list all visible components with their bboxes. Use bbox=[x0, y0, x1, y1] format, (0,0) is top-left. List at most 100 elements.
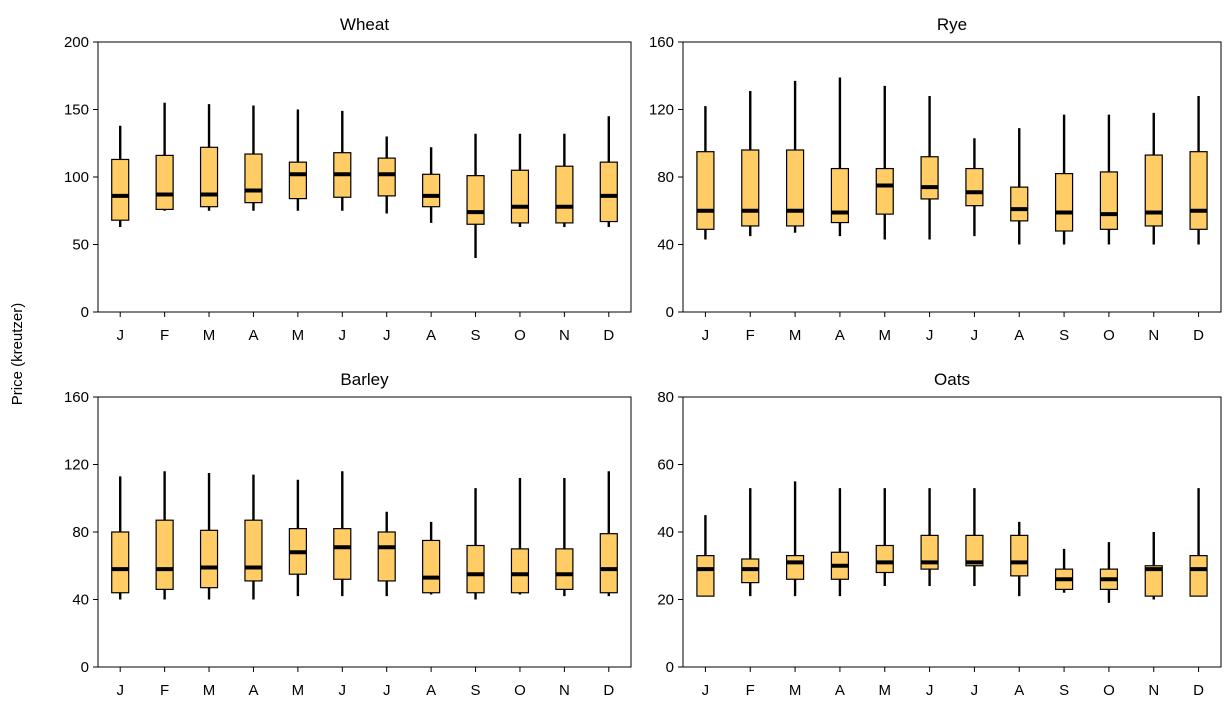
box-rye-5 bbox=[920, 96, 939, 240]
y-tick-label: 100 bbox=[64, 169, 89, 186]
box-wheat-6 bbox=[377, 136, 396, 214]
x-tick-label: O bbox=[1103, 327, 1115, 344]
y-tick-label: 0 bbox=[81, 659, 89, 676]
x-tick-label: D bbox=[1193, 682, 1204, 699]
plot-frame bbox=[97, 41, 632, 313]
x-tick-label: A bbox=[1014, 327, 1024, 344]
x-tick-label: F bbox=[746, 327, 755, 344]
x-tick-label: A bbox=[426, 327, 436, 344]
x-tick-label: A bbox=[835, 682, 845, 699]
y-tick-label: 40 bbox=[657, 237, 674, 254]
iqr-box bbox=[155, 519, 174, 590]
box-barley-2 bbox=[199, 472, 219, 600]
x-tick-label: J bbox=[926, 682, 934, 699]
iqr-box bbox=[965, 167, 984, 207]
iqr-box bbox=[599, 161, 618, 223]
x-tick-label: J bbox=[116, 327, 124, 344]
box-barley-8 bbox=[466, 488, 485, 600]
iqr-box bbox=[875, 544, 894, 574]
x-tick-label: J bbox=[339, 682, 347, 699]
y-tick-label: 80 bbox=[657, 169, 674, 186]
panel-title: Oats bbox=[934, 370, 970, 389]
iqr-box bbox=[155, 154, 174, 210]
y-tick-label: 80 bbox=[72, 524, 89, 541]
iqr-box bbox=[1054, 173, 1074, 232]
x-tick-label: J bbox=[116, 682, 124, 699]
y-tick-label: 120 bbox=[64, 457, 89, 474]
iqr-box bbox=[510, 548, 530, 594]
iqr-box bbox=[1144, 565, 1163, 597]
iqr-box bbox=[1189, 151, 1208, 230]
y-axis-label: Price (kreutzer) bbox=[9, 303, 26, 406]
x-tick-label: J bbox=[383, 682, 391, 699]
iqr-box bbox=[1144, 154, 1163, 227]
box-barley-10 bbox=[555, 478, 574, 597]
box-oats-9 bbox=[1099, 542, 1119, 603]
iqr-box bbox=[422, 173, 441, 208]
box-wheat-2 bbox=[199, 104, 219, 211]
x-tick-label: O bbox=[514, 682, 526, 699]
iqr-box bbox=[111, 158, 130, 221]
iqr-box bbox=[111, 531, 130, 594]
iqr-box bbox=[1010, 186, 1029, 222]
x-tick-label: M bbox=[203, 682, 216, 699]
x-tick-label: N bbox=[1148, 682, 1159, 699]
x-tick-label: J bbox=[926, 327, 934, 344]
box-barley-11 bbox=[599, 471, 618, 597]
iqr-box bbox=[1099, 171, 1119, 230]
box-barley-4 bbox=[288, 479, 307, 597]
plot-frame bbox=[682, 41, 1222, 313]
y-tick-label: 60 bbox=[657, 457, 674, 474]
box-rye-10 bbox=[1144, 112, 1163, 245]
iqr-box bbox=[333, 528, 352, 580]
x-tick-label: O bbox=[514, 327, 526, 344]
x-tick-label: A bbox=[248, 327, 258, 344]
x-tick-label: A bbox=[426, 682, 436, 699]
box-wheat-10 bbox=[555, 133, 574, 227]
box-barley-3 bbox=[244, 474, 263, 600]
plot-frame bbox=[97, 396, 632, 668]
box-rye-2 bbox=[785, 80, 805, 233]
box-wheat-1 bbox=[155, 102, 174, 211]
x-tick-label: S bbox=[1059, 682, 1069, 699]
y-tick-label: 0 bbox=[666, 304, 674, 321]
box-oats-8 bbox=[1054, 548, 1074, 593]
box-rye-3 bbox=[830, 77, 850, 237]
panel-title: Wheat bbox=[340, 15, 389, 34]
box-barley-0 bbox=[111, 476, 130, 600]
x-tick-label: F bbox=[746, 682, 755, 699]
box-oats-3 bbox=[830, 488, 850, 597]
box-barley-9 bbox=[510, 478, 530, 595]
plot-frame bbox=[682, 396, 1222, 668]
box-oats-6 bbox=[965, 488, 984, 586]
iqr-box bbox=[1189, 555, 1208, 597]
x-tick-label: M bbox=[879, 327, 892, 344]
y-tick-label: 40 bbox=[657, 524, 674, 541]
x-tick-label: J bbox=[971, 682, 979, 699]
y-tick-label: 200 bbox=[64, 34, 89, 51]
x-tick-label: F bbox=[160, 327, 169, 344]
iqr-box bbox=[244, 519, 263, 582]
y-tick-label: 160 bbox=[64, 389, 89, 406]
x-tick-label: N bbox=[559, 682, 570, 699]
y-tick-label: 0 bbox=[81, 304, 89, 321]
y-tick-label: 160 bbox=[649, 34, 674, 51]
x-tick-label: J bbox=[702, 327, 710, 344]
box-rye-6 bbox=[965, 138, 984, 237]
x-tick-label: J bbox=[971, 327, 979, 344]
iqr-box bbox=[288, 161, 307, 200]
x-tick-label: A bbox=[248, 682, 258, 699]
iqr-box bbox=[377, 531, 396, 582]
x-tick-label: O bbox=[1103, 682, 1115, 699]
panel-title: Barley bbox=[340, 370, 389, 389]
box-oats-11 bbox=[1189, 488, 1208, 597]
x-tick-label: M bbox=[789, 682, 802, 699]
x-tick-label: J bbox=[339, 327, 347, 344]
box-barley-6 bbox=[377, 511, 396, 597]
x-tick-label: M bbox=[879, 682, 892, 699]
iqr-box bbox=[510, 169, 530, 224]
x-tick-label: J bbox=[702, 682, 710, 699]
x-tick-label: M bbox=[203, 327, 216, 344]
box-wheat-8 bbox=[466, 133, 485, 258]
iqr-box bbox=[377, 157, 396, 197]
